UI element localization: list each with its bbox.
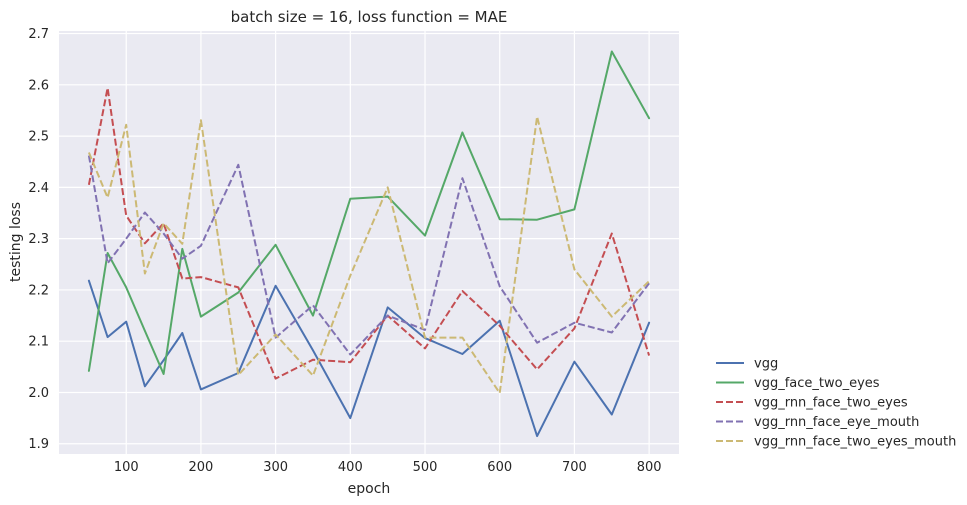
x-tick-label: 500 [413, 460, 438, 475]
legend: vgg vgg_face_two_eyes vgg_rnn_face_two_eye… [716, 357, 956, 450]
x-tick-label: 600 [487, 460, 512, 475]
x-tick-label: 800 [637, 460, 662, 475]
x-axis-ticks: 100 200 300 400 500 600 700 800 [114, 460, 662, 475]
y-tick-label: 2.7 [28, 27, 49, 42]
y-axis-title: testing loss [8, 202, 24, 282]
chart-title: batch size = 16, loss function = MAE [231, 8, 508, 26]
plot-area [59, 31, 679, 454]
series-line-vgg_rnn_face_two_eyes_mouth [87, 115, 650, 394]
x-tick-label: 200 [189, 460, 214, 475]
legend-label: vgg_rnn_face_two_eyes [754, 396, 908, 411]
y-tick-label: 2.5 [28, 130, 49, 145]
series-lines [87, 50, 651, 438]
series-line-vgg_rnn_face_two_eyes [87, 86, 651, 380]
y-axis-ticks: 1.9 2.0 2.1 2.2 2.3 2.4 2.5 2.6 2.7 [28, 27, 49, 452]
x-axis-title: epoch [348, 481, 391, 497]
y-tick-label: 1.9 [28, 437, 49, 452]
y-tick-label: 2.3 [28, 232, 49, 247]
series-line-vgg_face_two_eyes [87, 50, 651, 375]
x-tick-label: 400 [338, 460, 363, 475]
x-tick-label: 100 [114, 460, 139, 475]
grid [59, 31, 679, 454]
legend-label: vgg_rnn_face_eye_mouth [754, 415, 919, 430]
legend-label: vgg [754, 357, 778, 372]
legend-label: vgg_rnn_face_two_eyes_mouth [754, 435, 956, 450]
series-line-vgg [87, 279, 651, 438]
legend-label: vgg_face_two_eyes [754, 376, 880, 391]
y-tick-label: 2.0 [28, 386, 49, 401]
y-tick-label: 2.4 [28, 181, 49, 196]
series-line-vgg_rnn_face_eye_mouth [87, 155, 650, 356]
x-tick-label: 700 [562, 460, 587, 475]
y-tick-label: 2.6 [28, 78, 49, 93]
x-tick-label: 300 [263, 460, 288, 475]
y-tick-label: 2.2 [28, 283, 49, 298]
y-tick-label: 2.1 [28, 335, 49, 350]
